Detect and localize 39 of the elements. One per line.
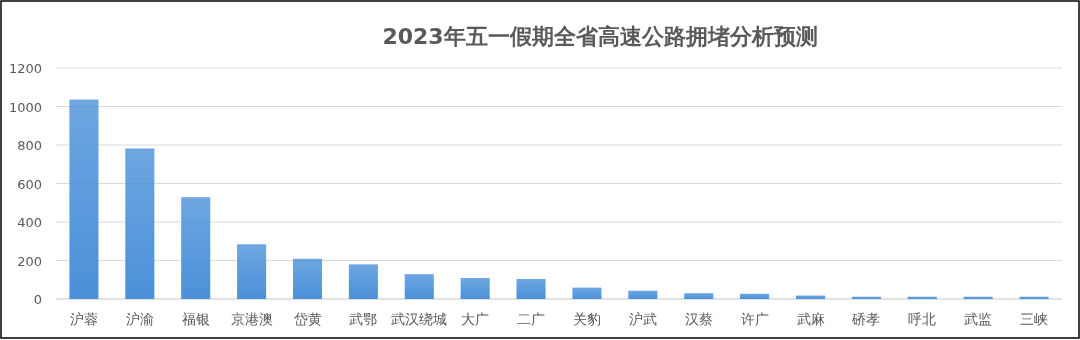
y-tick-label: 0 (33, 292, 42, 307)
bar (292, 258, 323, 299)
bar (628, 290, 658, 299)
bar (348, 264, 378, 299)
bar (181, 197, 211, 299)
bar (125, 148, 155, 299)
y-tick-label: 1200 (8, 61, 42, 76)
x-tick-label: 二广 (517, 311, 546, 327)
y-tick-label: 600 (17, 176, 42, 192)
bar (69, 99, 99, 299)
bar (572, 287, 602, 299)
y-tick-label: 200 (17, 253, 42, 269)
bar (740, 293, 770, 299)
x-tick-label: 呼北 (908, 311, 937, 327)
x-tick-label: 福银 (181, 311, 210, 327)
y-tick-label: 1000 (8, 99, 42, 115)
x-tick-label: 武麻 (796, 311, 825, 327)
bar (237, 244, 267, 299)
x-tick-label: 沪渝 (125, 311, 154, 327)
x-tick-label: 武鄂 (349, 311, 378, 327)
chart-title: 2023年五一假期全省高速公路拥堵分析预测 (382, 24, 818, 49)
y-tick-label: 400 (17, 215, 42, 230)
x-tick-label: 岱黄 (293, 311, 322, 327)
x-tick-label: 汉蔡 (684, 311, 713, 327)
bar (404, 274, 434, 299)
bar (516, 278, 546, 299)
bar (460, 278, 490, 299)
x-tick-label: 沪武 (628, 311, 657, 327)
y-tick-label: 800 (17, 138, 42, 153)
x-tick-label: 大广 (461, 311, 490, 327)
x-tick-label: 武汉绕城 (391, 311, 448, 327)
x-tick-label: 武监 (964, 311, 993, 327)
x-tick-label: 沪蓉 (69, 311, 98, 327)
x-tick-label: 许广 (740, 311, 769, 327)
x-tick-label: 关豹 (572, 311, 601, 327)
x-tick-label: 硚孝 (851, 311, 881, 327)
x-tick-label: 京港澳 (230, 311, 273, 327)
bar (684, 293, 714, 299)
x-tick-label: 三峡 (1020, 311, 1049, 327)
